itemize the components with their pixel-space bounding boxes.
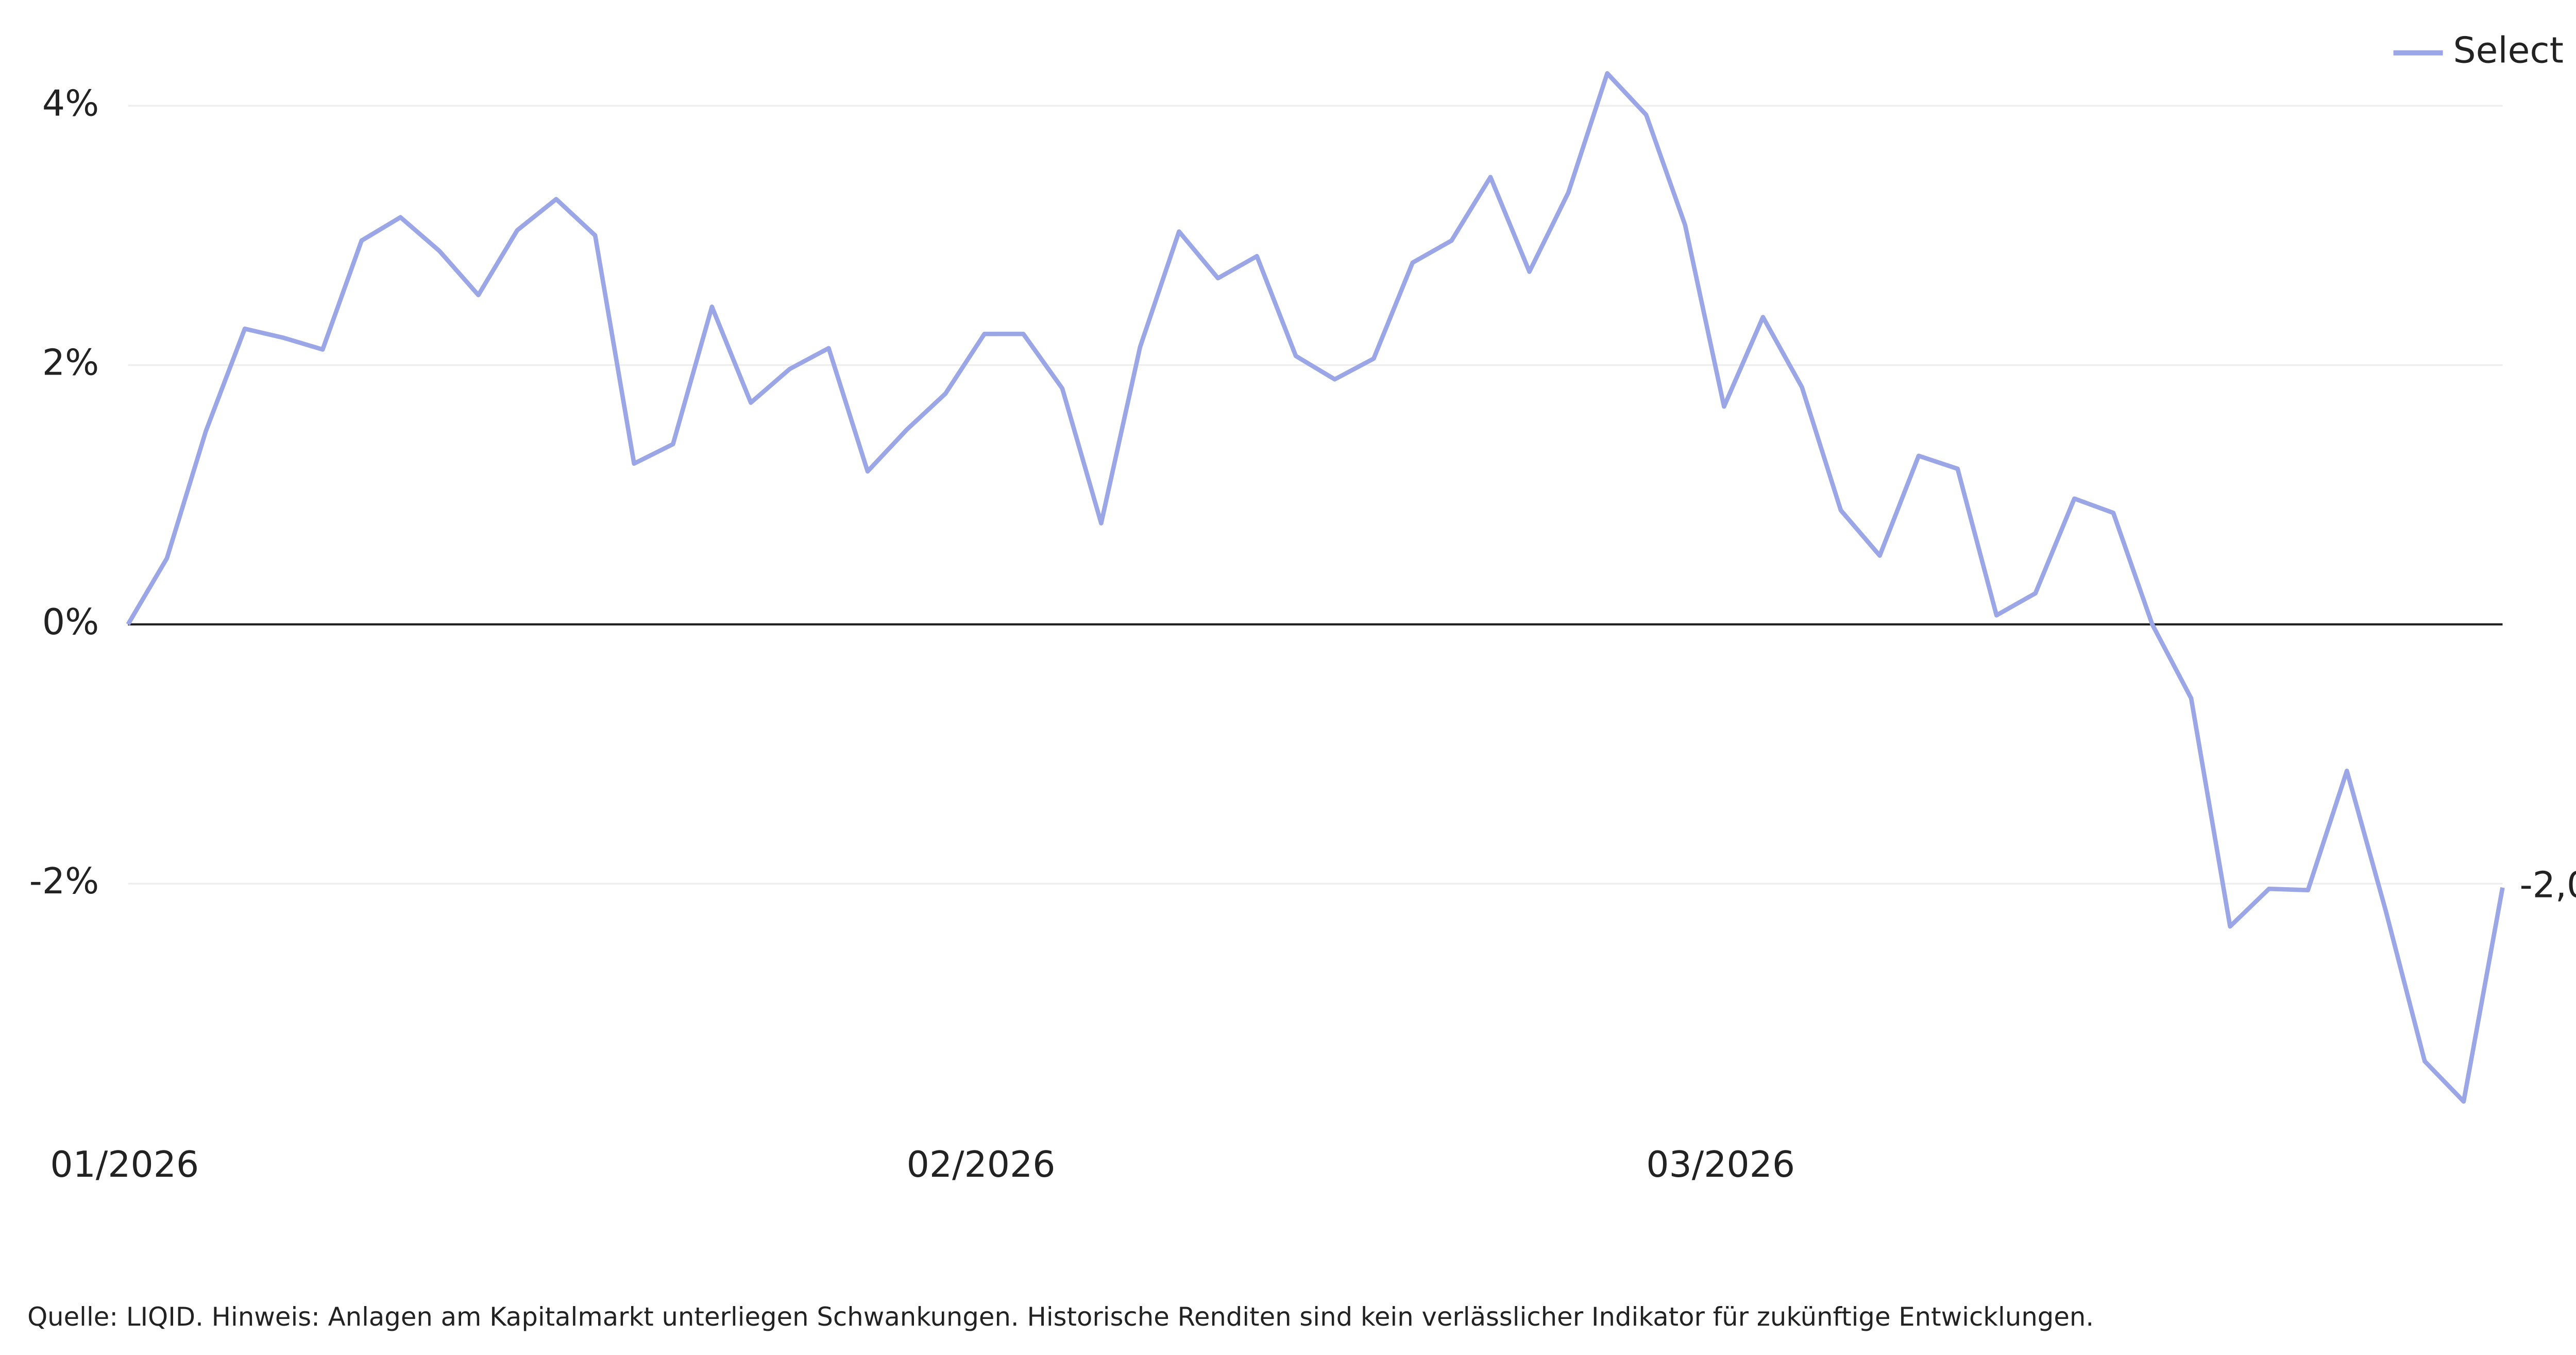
x-tick-label: 02/2026: [907, 1144, 1056, 1185]
y-tick-label: -2%: [29, 860, 99, 902]
x-tick-label: 01/2026: [50, 1144, 199, 1185]
value-label: -2,03%: [2520, 865, 2576, 906]
series-line: [126, 71, 2505, 1104]
y-tick-label: 0%: [42, 601, 99, 643]
y-tick-label: 4%: [42, 82, 99, 124]
y-tick-label: 2%: [42, 342, 99, 384]
source-note: Quelle: LIQID. Hinweis: Anlagen am Kapit…: [27, 1302, 2094, 1332]
x-tick-label: 03/2026: [1646, 1144, 1795, 1185]
legend-label: Select 100: [2453, 30, 2576, 72]
